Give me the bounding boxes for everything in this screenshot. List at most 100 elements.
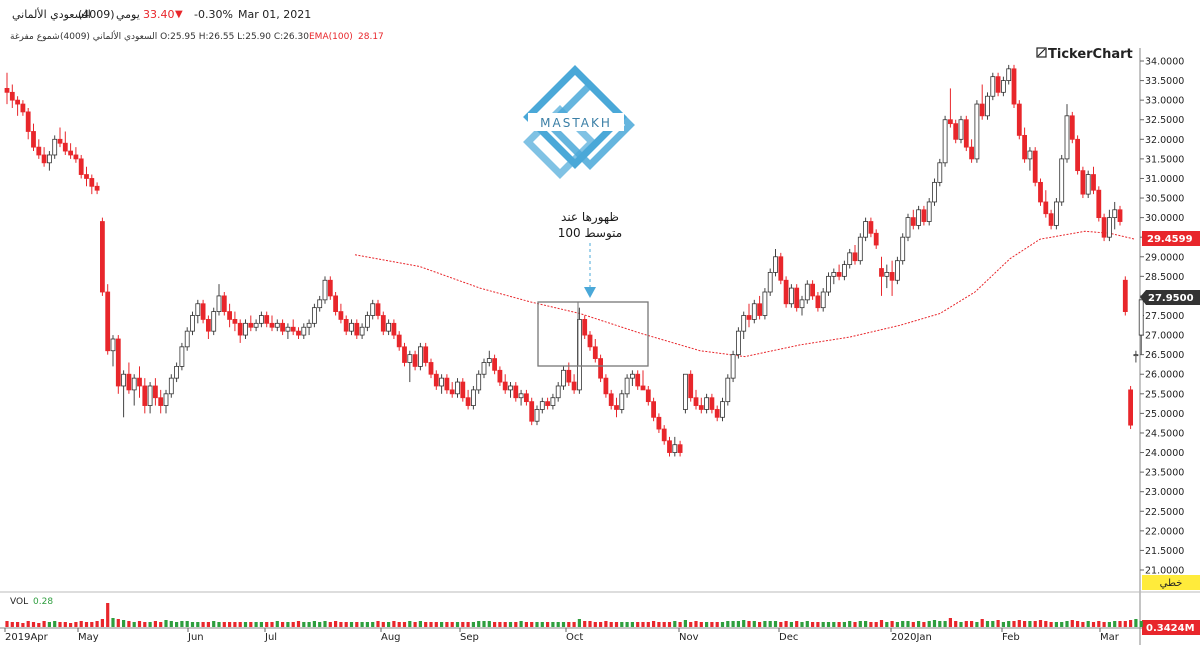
symbol-code[interactable]: (4009) <box>78 8 115 21</box>
candle-body-down <box>1128 389 1133 426</box>
candle-body-up <box>683 373 688 410</box>
candle-body-down <box>598 358 603 379</box>
volume-bar <box>620 622 624 627</box>
candle-body-down <box>889 272 895 281</box>
time-tick-label: Jul <box>264 632 277 643</box>
candle <box>895 256 900 285</box>
candle-body-up <box>1085 174 1091 195</box>
candle <box>100 217 105 296</box>
candle-body-down <box>158 397 164 406</box>
candle-body-down <box>25 111 31 132</box>
candle <box>126 362 132 394</box>
price-tick-label: 26.5000 <box>1145 350 1184 361</box>
candle-body-down <box>412 354 418 367</box>
volume-bar <box>371 622 375 627</box>
candle-body-up <box>1054 201 1059 226</box>
volume-bar <box>450 622 454 627</box>
volume-bar <box>180 621 184 627</box>
candle-body-down <box>152 385 158 399</box>
candle <box>1011 64 1017 108</box>
volume-bar <box>175 622 179 627</box>
candle-body-up <box>958 119 964 140</box>
volume-bar <box>296 621 301 627</box>
candle <box>354 319 360 339</box>
candle <box>476 370 482 394</box>
volume-bar <box>111 618 115 627</box>
candle <box>640 370 646 391</box>
volume-bar <box>1012 621 1016 627</box>
volume-bar <box>228 622 232 627</box>
time-tick-label: Mar <box>1100 632 1120 643</box>
candle <box>216 284 222 316</box>
candle-body-down <box>396 334 402 348</box>
candle <box>52 135 58 159</box>
candle-body-down <box>571 381 577 391</box>
candle-body-down <box>142 385 148 406</box>
volume-bar <box>291 622 295 627</box>
candle-body-up <box>534 409 540 422</box>
candle-body-up <box>322 279 328 301</box>
volume-bar <box>678 622 682 627</box>
candle <box>439 374 445 394</box>
volume-bar <box>275 621 279 627</box>
candle-body-down <box>1122 279 1128 312</box>
candle <box>751 299 757 324</box>
volume-bar <box>153 621 157 627</box>
scale-mode[interactable]: خطي <box>1142 575 1200 590</box>
candle <box>1096 186 1102 222</box>
price-tick-label: 25.5000 <box>1145 389 1184 400</box>
candle <box>709 393 715 414</box>
volume-bar <box>100 619 104 627</box>
volume-bar <box>885 622 889 627</box>
candle <box>1016 100 1022 140</box>
volume-bar <box>26 621 30 627</box>
volume-bar <box>816 622 820 627</box>
candle-body-down <box>327 279 333 297</box>
candle <box>789 284 794 308</box>
candle-body-up <box>253 322 259 328</box>
candle <box>555 382 561 402</box>
candle <box>481 358 487 379</box>
candle <box>89 174 95 195</box>
volume-bar <box>302 622 306 627</box>
symbol-name[interactable]: السعودي الألماني <box>12 8 91 21</box>
ema-line <box>354 230 1136 358</box>
candle <box>608 389 614 410</box>
candle-body-up <box>1064 115 1070 160</box>
candle-body-down <box>688 373 694 399</box>
candle-body-up <box>720 401 725 418</box>
candle <box>1075 135 1080 175</box>
candle <box>232 311 238 332</box>
candle <box>47 151 52 171</box>
candle <box>455 378 460 398</box>
volume-bar <box>318 622 322 627</box>
volume-bar <box>143 622 147 627</box>
price-tick-label: 34.0000 <box>1145 57 1184 68</box>
volume-bar <box>493 622 497 627</box>
candle <box>285 323 291 339</box>
candle-body-up <box>789 287 794 305</box>
price-tick-label: 21.0000 <box>1145 566 1184 577</box>
volume-value: 0.28 <box>33 597 53 607</box>
mastakh-logo: MASTAKH <box>508 42 658 200</box>
period-label[interactable]: يومي <box>116 8 140 21</box>
volume-bar <box>440 622 444 627</box>
candle-body-up <box>1006 68 1012 81</box>
candle <box>200 299 206 324</box>
candle <box>290 319 296 336</box>
volume-bar <box>238 622 242 627</box>
candle <box>497 366 503 386</box>
candle <box>714 405 720 422</box>
candle <box>211 307 217 336</box>
volume-bar <box>779 622 783 627</box>
volume-bar <box>1049 622 1053 627</box>
volume-bar <box>79 621 83 627</box>
candle-body-down <box>41 154 47 164</box>
candle-body-down <box>1022 134 1027 160</box>
volume-bar <box>58 622 62 627</box>
volume-bar <box>31 622 36 627</box>
volume-bar <box>800 622 804 627</box>
candle-body-up <box>561 369 566 387</box>
candle-body-up <box>704 397 709 410</box>
